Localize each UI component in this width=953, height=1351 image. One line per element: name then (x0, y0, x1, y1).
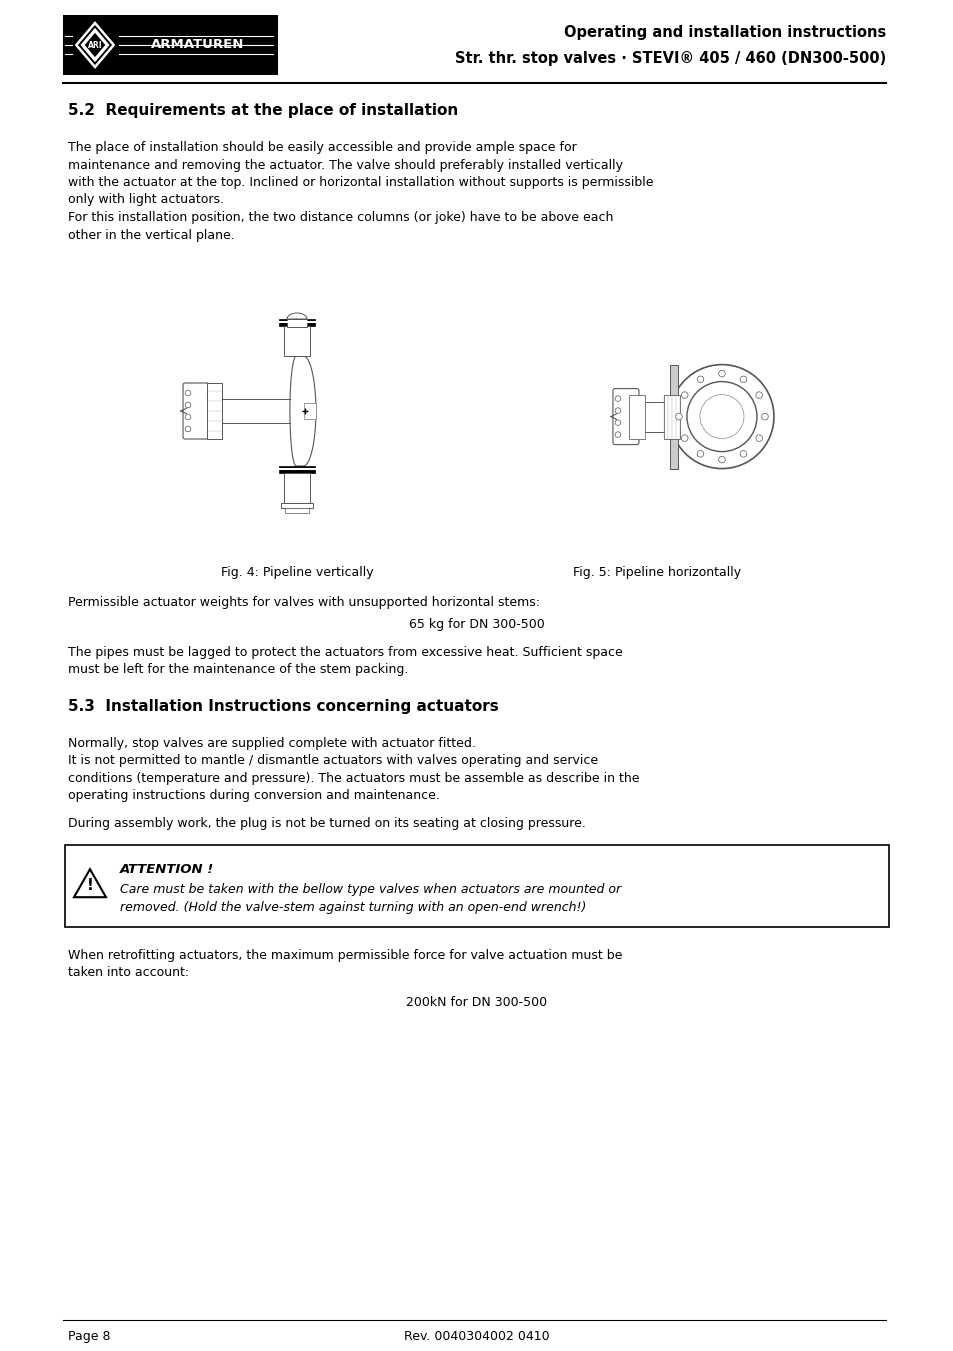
Bar (284, 326, 310, 357)
Bar (285, 508, 309, 513)
Circle shape (755, 435, 761, 442)
Text: 200kN for DN 300-500: 200kN for DN 300-500 (406, 996, 547, 1009)
Bar (287, 319, 307, 327)
Text: conditions (temperature and pressure). The actuators must be assemble as describ: conditions (temperature and pressure). T… (68, 771, 639, 785)
Circle shape (755, 392, 761, 399)
Circle shape (185, 390, 191, 396)
Text: taken into account:: taken into account: (68, 966, 189, 979)
Text: Str. thr. stop valves · STEVI® 405 / 460 (DN300-500): Str. thr. stop valves · STEVI® 405 / 460… (455, 51, 885, 66)
Circle shape (615, 432, 620, 438)
Text: For this installation position, the two distance columns (or joke) have to be ab: For this installation position, the two … (68, 211, 613, 224)
Text: 65 kg for DN 300-500: 65 kg for DN 300-500 (409, 617, 544, 631)
Circle shape (615, 396, 620, 401)
Text: It is not permitted to mantle / dismantle actuators with valves operating and se: It is not permitted to mantle / dismantl… (68, 754, 598, 767)
Text: Page 8: Page 8 (68, 1329, 111, 1343)
Text: ATTENTION !: ATTENTION ! (120, 863, 214, 875)
FancyBboxPatch shape (183, 382, 209, 439)
Circle shape (718, 370, 724, 377)
Text: Permissible actuator weights for valves with unsupported horizontal stems:: Permissible actuator weights for valves … (68, 596, 539, 609)
Bar (207, 382, 222, 439)
Text: must be left for the maintenance of the stem packing.: must be left for the maintenance of the … (68, 663, 408, 677)
Circle shape (185, 415, 191, 420)
Text: During assembly work, the plug is not be turned on its seating at closing pressu: During assembly work, the plug is not be… (68, 817, 585, 830)
Bar (65, 844, 888, 927)
Text: Care must be taken with the bellow type valves when actuators are mounted or: Care must be taken with the bellow type … (120, 884, 620, 896)
Circle shape (615, 420, 620, 426)
Text: other in the vertical plane.: other in the vertical plane. (68, 228, 234, 242)
Text: with the actuator at the top. Inclined or horizontal installation without suppor: with the actuator at the top. Inclined o… (68, 176, 653, 189)
Bar (628, 394, 644, 439)
Text: Normally, stop valves are supplied complete with actuator fitted.: Normally, stop valves are supplied compl… (68, 738, 476, 750)
Text: Operating and installation instructions: Operating and installation instructions (563, 26, 885, 41)
Polygon shape (85, 32, 105, 57)
Bar (669, 365, 678, 469)
Circle shape (686, 381, 756, 451)
Bar (278, 466, 314, 473)
Text: 5.2  Requirements at the place of installation: 5.2 Requirements at the place of install… (68, 103, 457, 118)
Circle shape (740, 450, 746, 457)
Circle shape (675, 413, 681, 420)
Bar (637, 401, 669, 431)
Circle shape (718, 457, 724, 463)
Text: Fig. 4: Pipeline vertically: Fig. 4: Pipeline vertically (220, 566, 373, 580)
Circle shape (615, 408, 620, 413)
Polygon shape (76, 23, 113, 68)
Text: Fig. 5: Pipeline horizontally: Fig. 5: Pipeline horizontally (573, 566, 740, 580)
Polygon shape (290, 357, 315, 466)
Circle shape (697, 450, 703, 457)
Bar (63, 15, 277, 76)
Circle shape (669, 365, 773, 469)
Circle shape (185, 426, 191, 432)
Text: ARI: ARI (88, 41, 102, 50)
Text: only with light actuators.: only with light actuators. (68, 193, 224, 207)
Text: The pipes must be lagged to protect the actuators from excessive heat. Sufficien: The pipes must be lagged to protect the … (68, 646, 622, 659)
Text: !: ! (87, 878, 93, 893)
Bar (663, 394, 679, 439)
Text: maintenance and removing the actuator. The valve should preferably installed ver: maintenance and removing the actuator. T… (68, 158, 622, 172)
Text: The place of installation should be easily accessible and provide ample space fo: The place of installation should be easi… (68, 141, 577, 154)
Text: ARMATUREN: ARMATUREN (152, 38, 244, 51)
Bar (281, 503, 313, 508)
Text: Rev. 0040304002 0410: Rev. 0040304002 0410 (404, 1329, 549, 1343)
Text: When retrofitting actuators, the maximum permissible force for valve actuation m: When retrofitting actuators, the maximum… (68, 948, 621, 962)
Polygon shape (287, 313, 307, 319)
Bar (278, 319, 314, 326)
Bar (284, 473, 310, 503)
Circle shape (740, 376, 746, 382)
Text: removed. (Hold the valve-stem against turning with an open-end wrench!): removed. (Hold the valve-stem against tu… (120, 901, 586, 913)
Circle shape (680, 392, 687, 399)
Circle shape (697, 376, 703, 382)
Circle shape (185, 403, 191, 408)
Circle shape (680, 435, 687, 442)
Circle shape (760, 413, 767, 420)
Text: operating instructions during conversion and maintenance.: operating instructions during conversion… (68, 789, 439, 802)
Circle shape (700, 394, 743, 439)
Bar (304, 403, 315, 419)
Polygon shape (80, 28, 110, 62)
FancyBboxPatch shape (613, 389, 639, 444)
Polygon shape (74, 869, 106, 897)
Text: 5.3  Installation Instructions concerning actuators: 5.3 Installation Instructions concerning… (68, 698, 498, 713)
